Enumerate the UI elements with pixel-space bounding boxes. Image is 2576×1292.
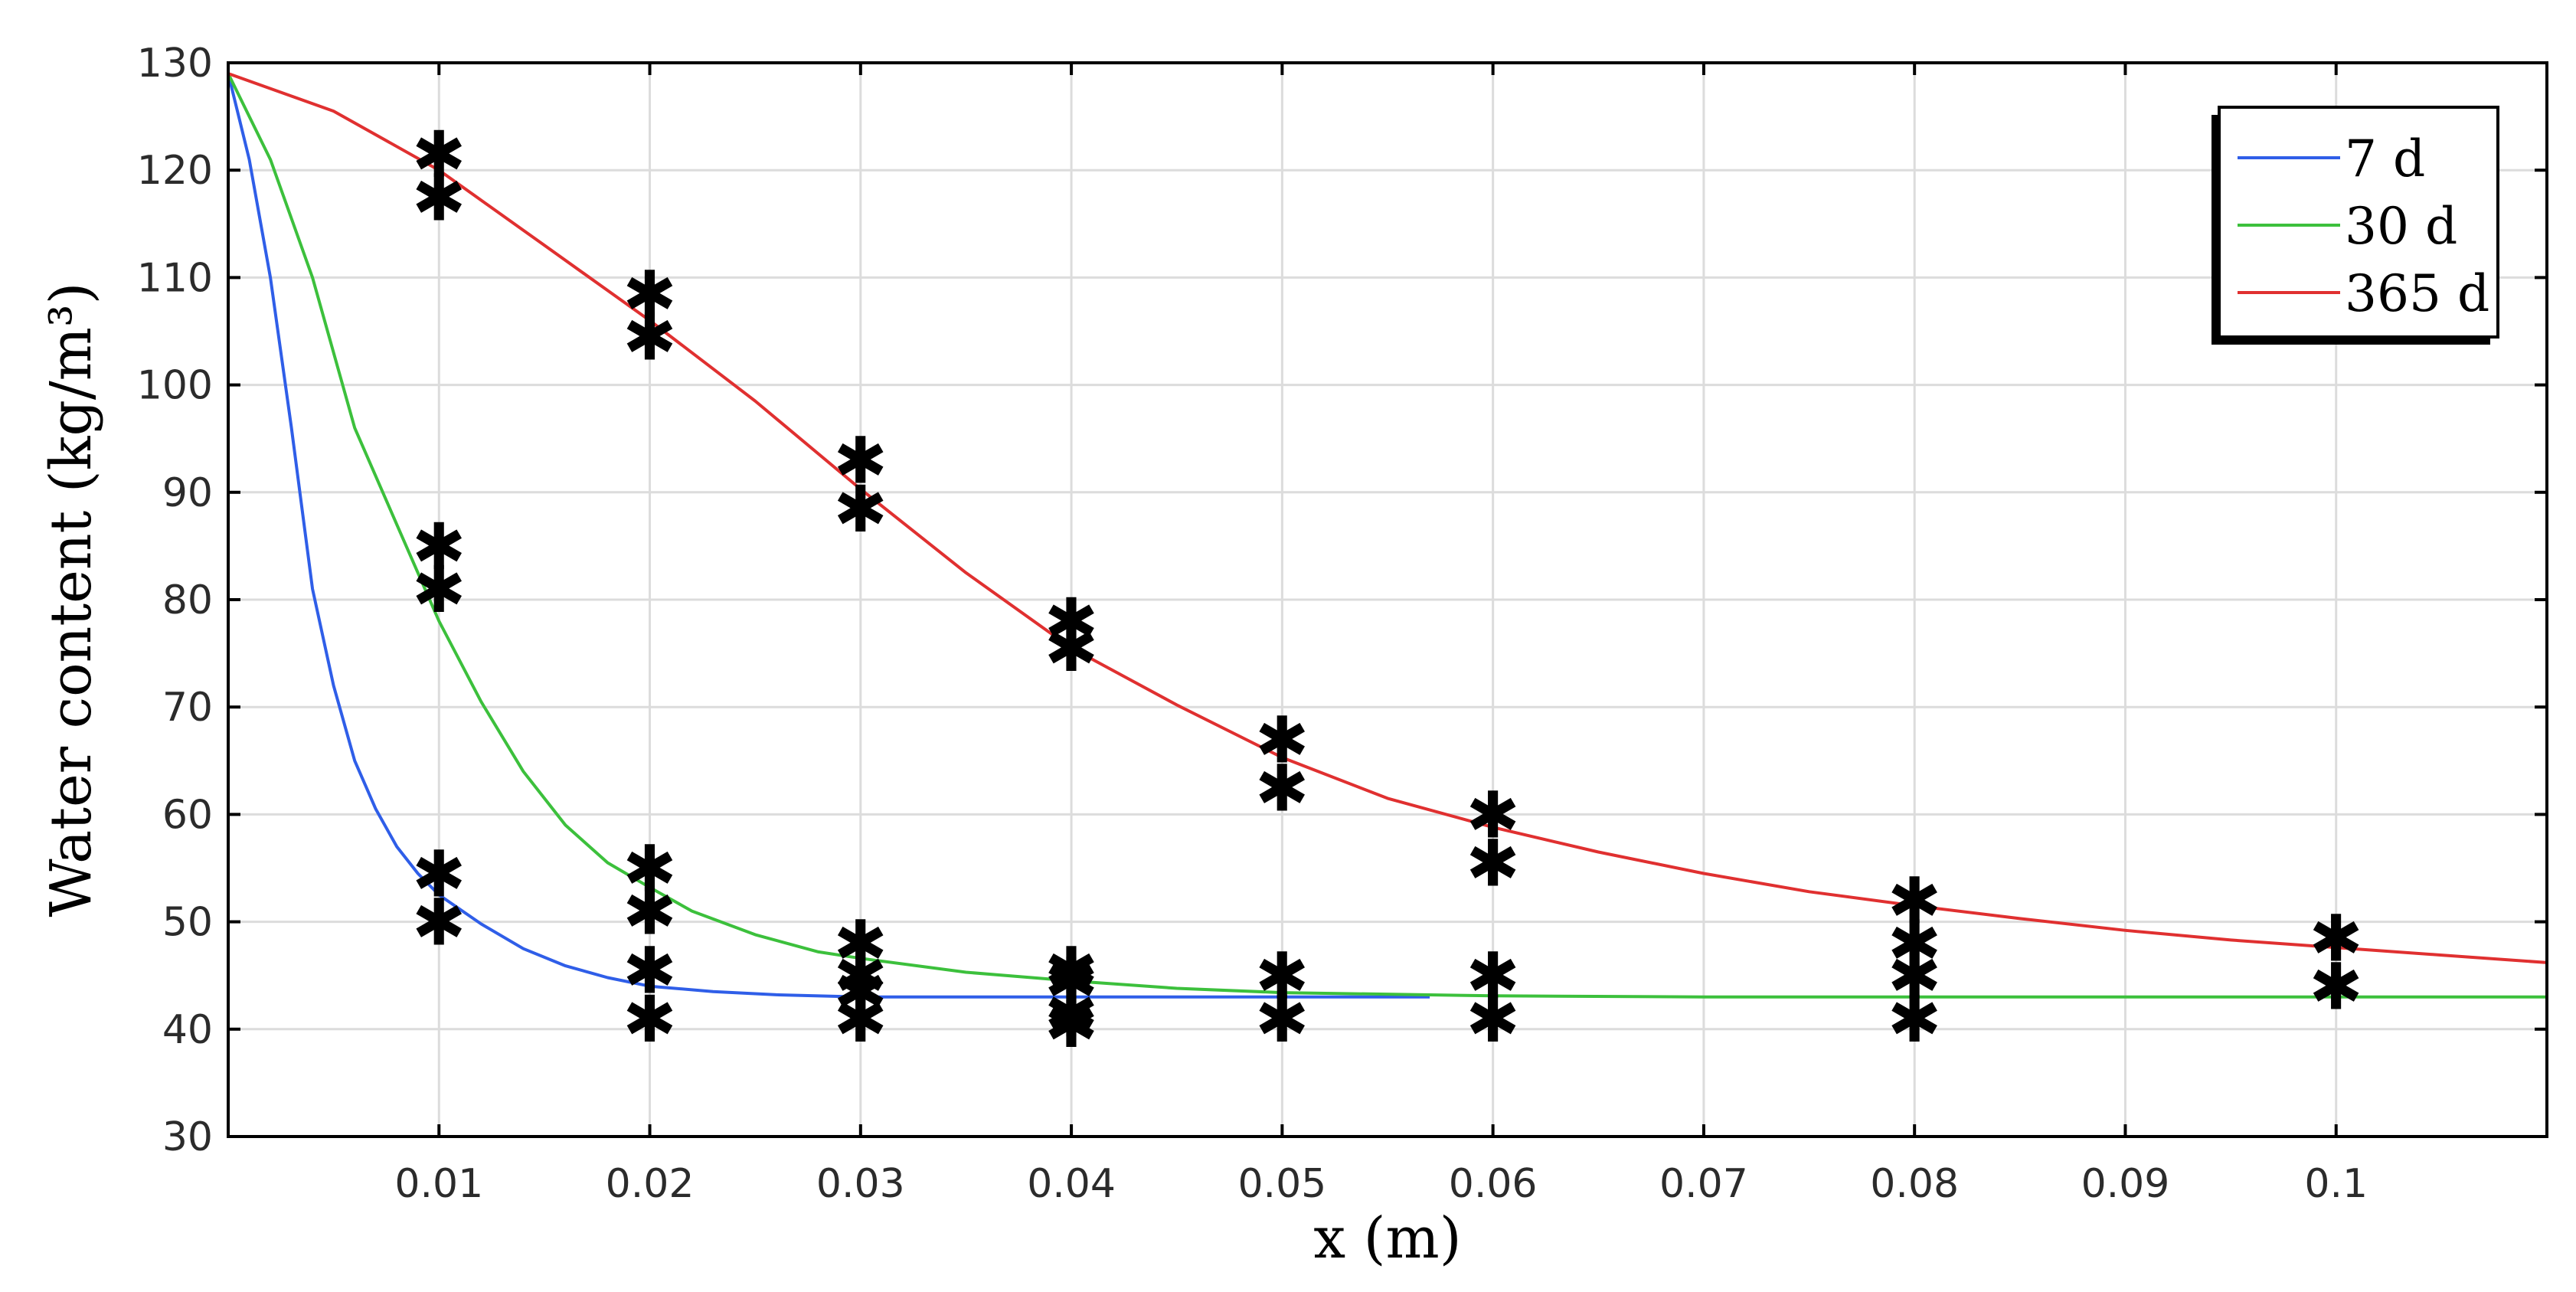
legend-box [2218,106,2499,339]
measurement-point: ✱ [834,982,888,1057]
measurement-point: ✱ [623,300,676,375]
measurement-point: ✱ [623,934,676,1009]
measurement-point: ✱ [1466,939,1519,1014]
y-tick-label: 80 [162,577,213,623]
measurement-point: ✱ [623,832,676,907]
y-tick-label: 50 [162,900,213,946]
measurement-point: ✱ [623,875,676,950]
legend-label-30-d: 30 d [2345,197,2457,256]
measurement-point: ✱ [1888,907,1941,982]
y-tick-label: 60 [162,792,213,838]
measurement-point: ✱ [1044,934,1098,1009]
measurement-point: ✱ [1888,982,1941,1057]
y-axis-title: Water content (kg/m³) [38,283,104,917]
legend-label-365-d: 365 d [2345,264,2489,323]
legend-label-7-d: 7 d [2345,129,2425,188]
series-line-7-d [227,73,1430,999]
y-tick-label: 130 [137,41,213,87]
x-tick-label: 0.09 [2081,1161,2170,1207]
x-tick-label: 0.01 [394,1161,483,1207]
measurement-markers: ✱✱✱✱✱✱✱✱✱✱✱✱✱✱✱✱✱✱✱✱✱✱✱✱✱✱✱✱✱✱✱✱✱✱✱✱✱✱ [412,117,2363,1062]
legend: 7 d 30 d 365 d [2212,106,2499,345]
measurement-point: ✱ [623,257,676,332]
measurement-point: ✱ [1044,584,1098,659]
measurement-point: ✱ [1044,611,1098,686]
measurement-point: ✱ [412,837,466,912]
x-tick-label: 0.08 [1870,1161,1959,1207]
measurement-point: ✱ [1466,826,1519,901]
measurement-point: ✱ [1255,939,1309,1014]
x-axis-title: x (m) [1313,1205,1461,1271]
x-tick-labels: 0.01 0.02 0.03 0.04 0.05 0.06 0.07 0.08 0.09 0.1 [394,1161,2368,1207]
measurement-point: ✱ [412,885,466,960]
grid-layer [228,63,2547,1137]
measurement-point: ✱ [412,117,466,192]
measurement-point: ✱ [623,982,676,1057]
measurement-point: ✱ [834,424,888,499]
measurement-point: ✱ [834,472,888,547]
y-tick-label: 70 [162,685,213,731]
measurement-point: ✱ [1888,939,1941,1014]
y-tick-label: 120 [137,148,213,194]
measurement-point: ✱ [1044,944,1098,1019]
y-tick-label: 100 [137,363,213,409]
x-tick-label: 0.06 [1449,1161,1538,1207]
measurement-point: ✱ [412,509,466,584]
y-tick-label: 90 [162,470,213,516]
measurement-point: ✱ [2310,901,2363,976]
x-tick-label: 0.07 [1659,1161,1748,1207]
series-line-365-d [227,72,2548,964]
measurement-point: ✱ [1044,987,1098,1062]
measurement-point: ✱ [834,955,888,1030]
y-tick-label: 30 [162,1114,213,1160]
measurement-point: ✱ [1466,777,1519,852]
x-tick-label: 0.02 [606,1161,695,1207]
y-tick-label: 40 [162,1007,213,1053]
measurement-point: ✱ [834,939,888,1014]
measurement-point: ✱ [1466,982,1519,1057]
series-line-30-d [227,73,2547,999]
measurement-point: ✱ [2310,950,2363,1025]
measurement-point: ✱ [1888,864,1941,939]
measurement-point: ✱ [1044,976,1098,1052]
measurement-point: ✱ [834,907,888,982]
series-layer [227,72,2548,999]
measurement-point: ✱ [412,552,466,627]
y-tick-labels: 30 40 50 60 70 80 90 100 110 120 130 [137,41,213,1160]
legend-entries: 7 d 30 d 365 d [2238,129,2489,323]
x-tick-label: 0.05 [1237,1161,1326,1207]
x-tick-label: 0.03 [816,1161,905,1207]
tick-layer [228,61,2547,1138]
measurement-point: ✱ [1255,751,1309,826]
measurement-point: ✱ [1255,702,1309,777]
x-tick-label: 0.04 [1027,1161,1116,1207]
measurement-point: ✱ [1255,982,1309,1057]
measurement-point: ✱ [412,160,466,235]
y-tick-label: 110 [137,255,213,301]
x-tick-label: 0.1 [2304,1161,2368,1207]
